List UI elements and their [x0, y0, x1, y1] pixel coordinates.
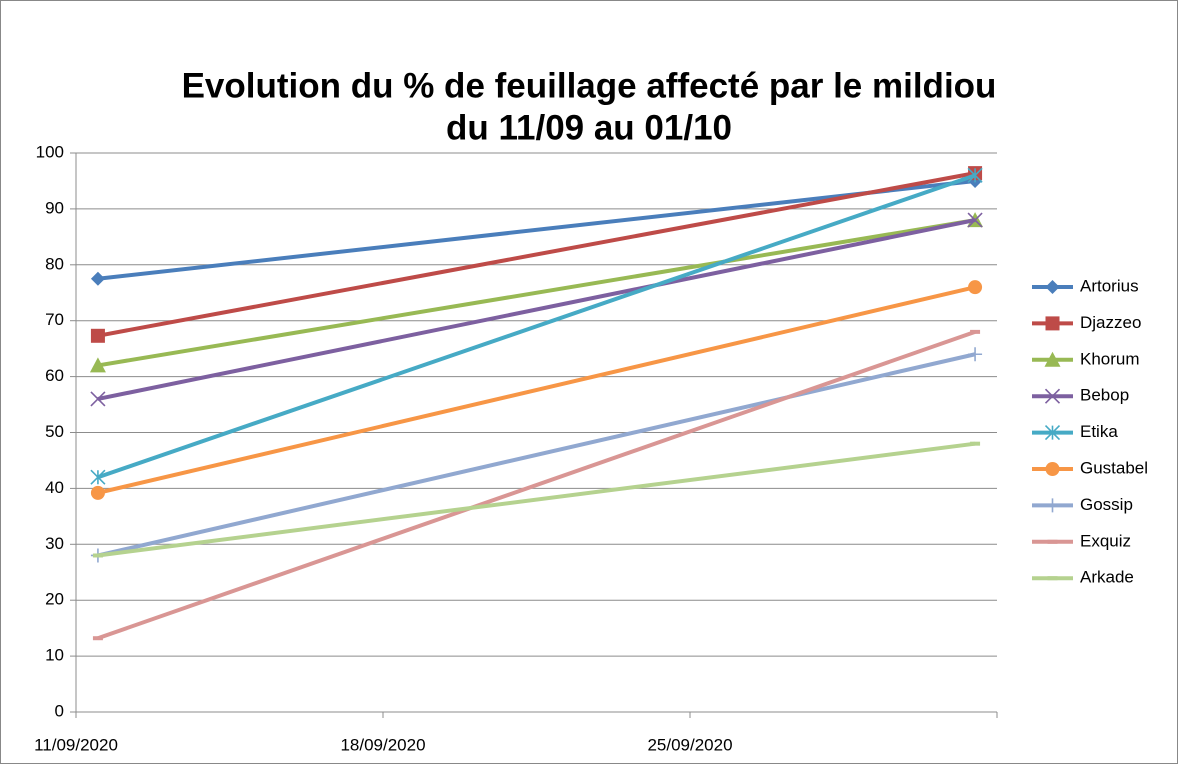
y-tick-label: 0 [55, 701, 64, 720]
legend-label: Khorum [1080, 349, 1140, 368]
legend-label: Arkade [1080, 568, 1134, 587]
series-line [97, 178, 976, 281]
series-line [97, 352, 976, 558]
data-point [90, 391, 106, 407]
legend-label: Bebop [1080, 386, 1129, 405]
data-point [968, 347, 983, 362]
data-point [968, 280, 983, 295]
y-tick-label: 70 [45, 310, 64, 329]
legend-marker [1045, 280, 1060, 294]
series-line [97, 441, 976, 558]
y-tick-label: 80 [45, 254, 64, 273]
legend-marker [1045, 316, 1060, 331]
legend-label: Exquiz [1080, 531, 1131, 550]
legend-marker [1045, 462, 1060, 476]
y-tick-label: 100 [36, 142, 64, 161]
legend-label: Gustabel [1080, 458, 1148, 477]
x-tick-label: 25/09/2020 [647, 735, 732, 754]
data-point [90, 485, 105, 500]
legend-label: Gossip [1080, 495, 1133, 514]
data-point [967, 167, 983, 183]
series-line [97, 329, 976, 641]
legend-label: Djazzeo [1080, 313, 1141, 332]
chart-title: Evolution du % de feuillage affecté par … [182, 66, 997, 105]
y-tick-label: 40 [45, 478, 64, 497]
y-tick-label: 10 [45, 646, 64, 665]
legend-marker [1044, 388, 1061, 404]
y-tick-label: 50 [45, 422, 64, 441]
data-point [967, 212, 983, 228]
chart-title: du 11/09 au 01/10 [446, 108, 732, 147]
legend-marker [1044, 425, 1061, 441]
legend-marker [1045, 498, 1060, 513]
data-point [90, 271, 105, 286]
series-line [97, 218, 976, 401]
legend-label: Etika [1080, 422, 1118, 441]
series-line [97, 173, 976, 480]
legend-label: Artorius [1080, 276, 1139, 295]
legend-marker [1044, 351, 1061, 367]
data-point [89, 357, 106, 373]
x-tick-label: 11/09/2020 [34, 735, 118, 754]
series-line [97, 285, 976, 495]
y-tick-label: 90 [45, 198, 64, 217]
y-tick-label: 60 [45, 366, 64, 385]
data-point [90, 469, 106, 485]
y-tick-label: 30 [45, 534, 64, 553]
series-line [97, 218, 976, 368]
series-line [97, 171, 976, 338]
data-point [90, 328, 105, 343]
x-tick-label: 18/09/2020 [340, 735, 425, 754]
y-tick-label: 20 [45, 590, 64, 609]
